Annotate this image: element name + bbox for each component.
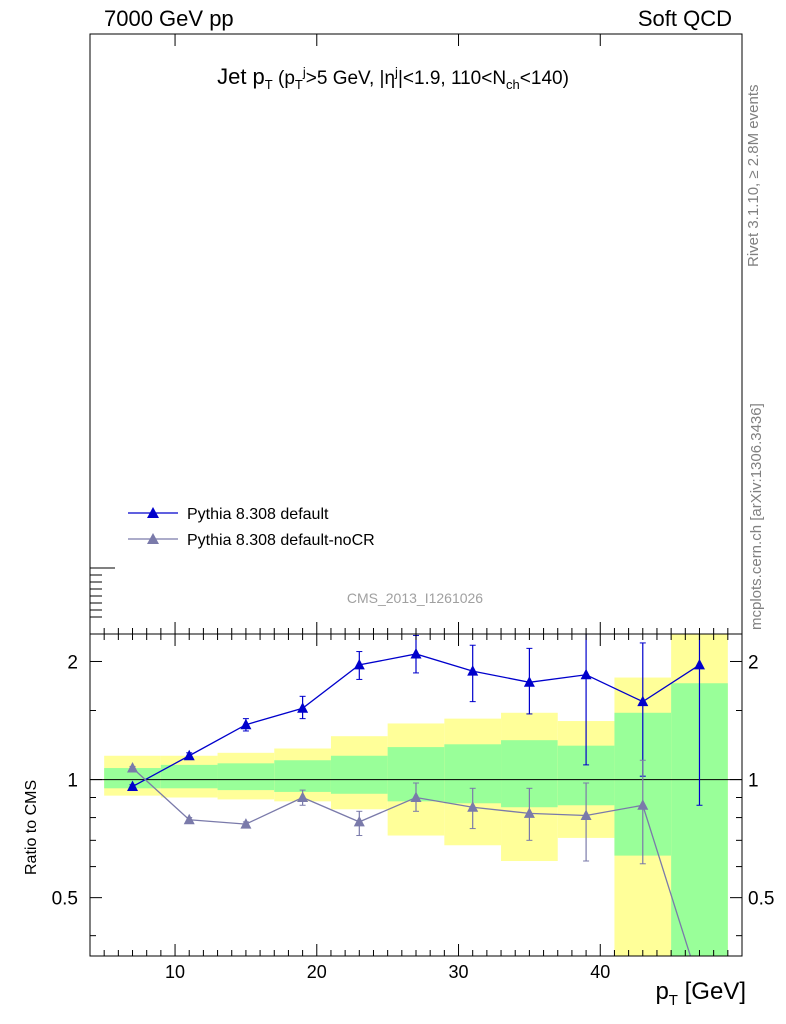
x-tick-label-1: 20 — [307, 962, 327, 982]
series-2-point-9 — [637, 799, 649, 810]
plot-title: Jet pT (pTj>5 GeV, |ηj|<1.9, 110<Nch<140… — [0, 64, 786, 92]
x-axis-label: pT [GeV] — [655, 978, 746, 1009]
ratio-series — [127, 634, 705, 956]
rivet-label: Rivet 3.1.10, ≥ 2.8M events — [745, 84, 762, 268]
title-cut1: >5 GeV, |η — [305, 68, 396, 89]
series-2-point-4 — [353, 815, 365, 827]
series-1-point-8 — [580, 668, 592, 680]
series-2-point-2 — [240, 818, 252, 829]
category-label: Soft QCD — [637, 6, 732, 31]
title-sup-j: j — [302, 64, 306, 80]
title-sub-t2: T — [294, 76, 303, 92]
series-1-point-0 — [127, 780, 139, 792]
y-tick-label-right-0: 0.5 — [748, 889, 774, 910]
upper-panel-ticks — [90, 34, 729, 634]
reference-uncertainty-bands — [104, 634, 728, 956]
series-2-point-8 — [580, 809, 592, 820]
series-1-point-9 — [637, 695, 649, 707]
x-axis-label-sub: T — [668, 991, 678, 1009]
series-1-point-7 — [523, 676, 535, 687]
x-axis-label-p: p — [655, 978, 669, 1005]
x-tick-label-0: 10 — [165, 962, 185, 982]
y-tick-label-left-1: 1 — [67, 771, 78, 792]
series-2-point-0 — [127, 762, 139, 773]
energy-label: 7000 GeV pp — [104, 6, 234, 31]
series-2-point-3 — [297, 791, 309, 803]
title-prefix: Jet p — [217, 64, 265, 89]
series-2-point-6 — [467, 801, 479, 812]
series-1-point-3 — [297, 702, 309, 713]
band-inner-4 — [330, 755, 388, 794]
series-1-point-6 — [467, 665, 479, 676]
series-2 — [127, 759, 692, 956]
legend-marker-series-2 — [147, 533, 159, 544]
band-inner-2 — [217, 763, 275, 791]
series-2-point-5 — [410, 791, 422, 803]
series-1-point-1 — [183, 749, 195, 761]
series-1-point-2 — [240, 718, 252, 730]
legend-label-series-1: Pythia 8.308 default — [187, 506, 329, 523]
y-axis-label: Ratio to CMS — [23, 779, 40, 875]
legend-label-series-2: Pythia 8.308 default-noCR — [187, 532, 375, 549]
series-1-point-10 — [693, 658, 705, 670]
ratio-panel-frame — [89, 633, 743, 957]
title-sub-t: T — [264, 76, 273, 92]
legend-marker-series-1 — [147, 507, 159, 518]
x-axis-label-unit: [GeV] — [677, 978, 746, 1005]
title-open: (p — [272, 68, 295, 89]
band-inner-0 — [104, 768, 161, 789]
title-sub-ch: ch — [506, 76, 520, 92]
y-tick-label-left-2: 2 — [67, 652, 78, 673]
analysis-id: CMS_2013_I1261026 — [346, 590, 484, 606]
title-cut3: <140) — [519, 68, 569, 89]
series-1-point-4 — [353, 658, 365, 670]
y-tick-label-right-2: 2 — [748, 652, 759, 673]
series-2-point-1 — [183, 813, 195, 825]
y-tick-label-left-0: 0.5 — [52, 889, 78, 910]
y-tick-label-right-1: 1 — [748, 771, 759, 792]
title-cut2: |<1.9, 110<N — [397, 68, 507, 89]
legend: Pythia 8.308 default Pythia 8.308 defaul… — [128, 506, 375, 549]
band-inner-1 — [160, 764, 218, 789]
x-tick-label-2: 30 — [449, 962, 469, 982]
title-sup-j2: j — [395, 64, 398, 80]
series-2-point-7 — [523, 807, 535, 818]
series-1-point-5 — [410, 647, 422, 659]
band-inner-3 — [274, 760, 331, 792]
ratio-axis-ticks: 10 20 30 40 0.5 0.5 1 1 2 2 — [52, 634, 774, 982]
x-tick-label-3: 40 — [590, 962, 610, 982]
series-1 — [127, 634, 705, 806]
